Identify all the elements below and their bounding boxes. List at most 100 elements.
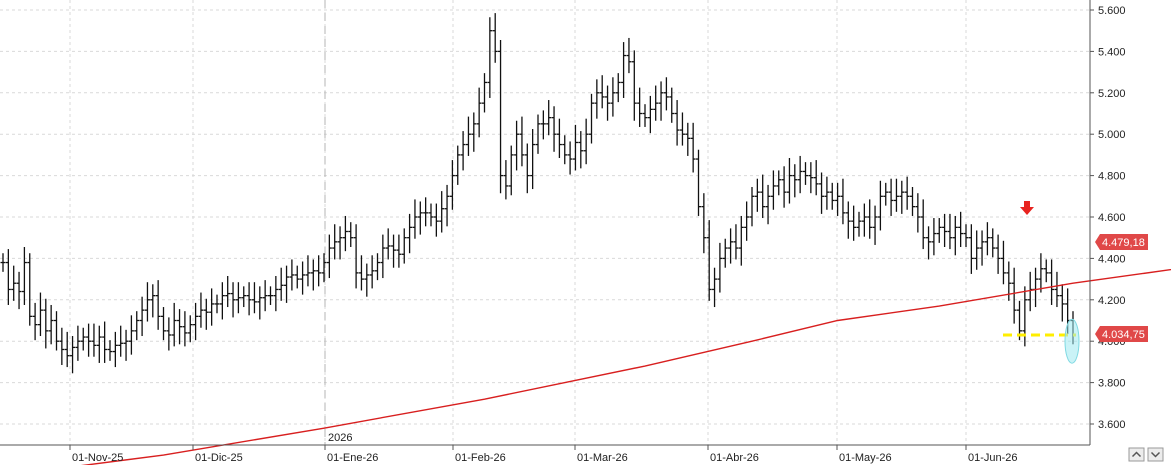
ohlc-bar xyxy=(187,315,193,343)
ohlc-bar xyxy=(893,178,899,212)
ohlc-bar xyxy=(813,160,819,196)
ohlc-bar xyxy=(551,106,557,152)
ohlc-bar xyxy=(583,118,589,165)
ohlc-bar xyxy=(631,50,637,121)
ohlc-bar xyxy=(417,201,423,235)
ma-value-tag-bg xyxy=(1095,234,1148,251)
ohlc-bar xyxy=(556,118,562,159)
ohlc-bar xyxy=(701,193,707,254)
ohlc-bar xyxy=(605,85,611,121)
ohlc-bar xyxy=(642,104,648,127)
ohlc-bar xyxy=(621,42,627,98)
ohlc-bar xyxy=(342,215,348,252)
ohlc-bar xyxy=(1049,259,1055,305)
ohlc-bar xyxy=(182,311,188,347)
scroll-down-icon-frame xyxy=(1147,447,1164,462)
scroll-up-icon[interactable] xyxy=(1128,447,1145,462)
ohlc-bar xyxy=(535,114,541,154)
ohlc-bar xyxy=(861,203,867,237)
ohlc-bar xyxy=(444,184,450,227)
ohlc-bar xyxy=(465,116,471,156)
ohlc-bar xyxy=(460,131,466,171)
ohlc-bar xyxy=(86,323,92,357)
ohlc-bar xyxy=(968,224,974,274)
ohlc-bar xyxy=(396,234,402,268)
ohlc-bar xyxy=(16,271,22,310)
ohlc-bar xyxy=(241,286,247,308)
ohlc-bar xyxy=(952,215,958,256)
ohlc-bar xyxy=(728,228,734,264)
ohlc-bar xyxy=(514,120,520,171)
ohlc-bar xyxy=(910,186,915,216)
ohlc-bar xyxy=(316,255,322,287)
ohlc-bar xyxy=(300,261,306,295)
ohlc-bar xyxy=(166,317,172,351)
scroll-down-icon-glyph xyxy=(1150,451,1161,458)
ohlc-bar xyxy=(685,122,691,156)
ohlc-bar xyxy=(21,247,27,305)
y-tick-label: 3.800 xyxy=(1098,378,1126,390)
ohlc-bar xyxy=(845,201,851,239)
ohlc-bar xyxy=(572,124,578,171)
ohlc-bar xyxy=(337,226,343,260)
ohlc-bar xyxy=(471,112,477,152)
ohlc-bar xyxy=(70,336,76,374)
ohlc-bar xyxy=(284,265,290,303)
ohlc-bar xyxy=(0,253,6,272)
ohlc-bar xyxy=(936,218,942,243)
ohlc-bar xyxy=(931,218,937,256)
moving-average-line xyxy=(80,268,1171,465)
ohlc-bar xyxy=(717,242,723,293)
ohlc-bar xyxy=(246,282,252,316)
ohlc-bar xyxy=(926,226,932,260)
y-tick-label: 5.400 xyxy=(1098,46,1126,58)
ohlc-bar xyxy=(112,331,118,368)
ohlc-bar xyxy=(984,222,990,256)
ohlc-bar xyxy=(738,215,744,266)
ohlc-bar xyxy=(428,203,434,227)
x-tick-label: 01-Abr-26 xyxy=(710,452,759,464)
current-price-tag-bg xyxy=(1095,326,1148,343)
ohlc-bar xyxy=(626,37,632,74)
ma-value-tag-label: 4.479,18 xyxy=(1102,237,1145,249)
ohlc-bar xyxy=(706,220,712,301)
ohlc-bar xyxy=(59,327,65,366)
ohlc-bar xyxy=(658,81,664,121)
ohlc-bar xyxy=(578,131,584,169)
ohlc-bar xyxy=(942,213,948,248)
ohlc-bar xyxy=(433,203,439,237)
ohlc-bar xyxy=(407,213,413,254)
ohlc-bar xyxy=(610,77,616,117)
ohlc-bar xyxy=(562,135,568,165)
ohlc-bar xyxy=(963,224,969,248)
ohlc-bar xyxy=(326,234,332,279)
ohlc-bar xyxy=(1059,284,1065,322)
ohlc-bar xyxy=(877,180,883,231)
ohlc-bar xyxy=(294,265,300,289)
ohlc-bar xyxy=(412,199,418,239)
ohlc-bar xyxy=(867,199,873,239)
ohlc-bar xyxy=(674,100,680,146)
ohlc-bars xyxy=(0,13,1076,374)
ohlc-bar xyxy=(653,85,659,121)
ohlc-bar xyxy=(332,224,338,260)
ohlc-bar xyxy=(214,294,220,314)
ohlc-bar xyxy=(797,155,803,194)
ohlc-bar xyxy=(663,77,669,111)
ohlc-bar xyxy=(829,182,835,210)
ohlc-bar xyxy=(599,75,605,109)
ohlc-bar xyxy=(615,73,621,103)
x-tick-label: 01-Jun-26 xyxy=(968,452,1018,464)
ohlc-bar xyxy=(696,149,701,216)
scroll-down-icon[interactable] xyxy=(1147,447,1164,462)
ohlc-bar xyxy=(32,302,38,341)
y-tick-label: 5.200 xyxy=(1098,88,1126,100)
ohlc-bar xyxy=(770,170,776,210)
ohlc-bar xyxy=(765,184,771,225)
ohlc-bar xyxy=(482,73,487,113)
ohlc-bar xyxy=(198,292,204,328)
ohlc-bar xyxy=(449,160,455,210)
ohlc-bar xyxy=(824,176,830,210)
